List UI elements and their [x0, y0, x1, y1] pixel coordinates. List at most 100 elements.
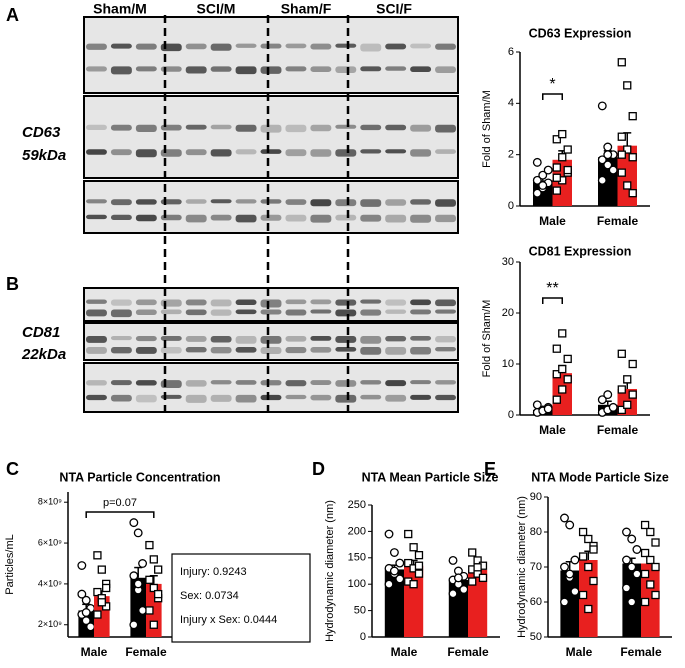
blot-band	[185, 394, 207, 403]
chart-title: NTA Mode Particle Size	[531, 470, 669, 484]
blot-band	[235, 66, 257, 75]
data-point	[617, 132, 626, 141]
blot-band	[235, 309, 257, 315]
y-tick-label: 200	[348, 525, 366, 537]
blot-band	[260, 299, 282, 308]
data-point	[617, 168, 626, 177]
blot-band	[335, 394, 357, 403]
blot-band	[86, 214, 107, 220]
y-tick-label: 4×10⁹	[38, 578, 62, 588]
blot-band	[260, 394, 282, 401]
blot-band	[285, 309, 307, 316]
y-tick-label: 90	[530, 491, 542, 503]
data-point	[552, 370, 561, 379]
data-point	[570, 555, 580, 565]
data-point	[617, 150, 626, 159]
y-tick-label: 6×10⁹	[38, 537, 62, 547]
data-point	[640, 569, 650, 579]
blot-band	[110, 380, 132, 386]
data-point	[563, 375, 572, 384]
data-point	[597, 155, 607, 165]
data-point	[129, 518, 139, 528]
blot-band	[110, 335, 132, 341]
blot-band	[310, 43, 332, 50]
blot-band	[235, 347, 257, 353]
data-point	[597, 175, 607, 185]
blot-band	[435, 66, 456, 73]
blot-band	[385, 347, 407, 355]
data-point	[149, 620, 158, 629]
data-point	[622, 527, 631, 537]
significance-bracket	[542, 93, 563, 100]
blot-band	[135, 380, 157, 386]
blot-strip	[83, 95, 459, 179]
blot-band	[310, 214, 332, 223]
significance-bracket	[85, 511, 155, 518]
panel-label: C	[6, 459, 19, 479]
blot-band	[210, 309, 232, 316]
blot-band	[410, 43, 432, 49]
blot-band	[285, 149, 307, 157]
blot-band	[185, 199, 207, 204]
y-axis-label: Fold of Sham/M	[481, 90, 493, 168]
panel-label: B	[6, 274, 19, 294]
y-tick-label: 2×10⁹	[38, 619, 62, 629]
y-tick-label: 6	[508, 46, 514, 58]
data-point	[149, 555, 158, 564]
data-point	[563, 165, 572, 175]
blot-band	[285, 299, 307, 305]
data-point	[97, 565, 106, 574]
group-label: SCI/M	[197, 1, 236, 17]
blot-band	[185, 335, 207, 342]
bar	[468, 569, 488, 637]
blot-band	[310, 380, 332, 386]
blot-band	[360, 309, 382, 316]
blot-band	[185, 43, 207, 50]
data-point	[404, 529, 413, 539]
blot-band	[335, 43, 357, 48]
blot-band	[435, 299, 456, 307]
y-tick-label: 100	[348, 578, 366, 590]
blot-band	[260, 43, 282, 49]
blot-band	[285, 380, 307, 387]
data-point	[414, 561, 424, 570]
blot-band	[335, 309, 357, 317]
data-point	[538, 181, 548, 190]
blot-band	[210, 347, 232, 354]
blot-band	[435, 335, 456, 343]
blot-band	[435, 347, 456, 352]
blot-band	[235, 394, 257, 403]
bar	[641, 563, 660, 637]
blot-band	[135, 43, 157, 50]
data-point	[414, 569, 424, 578]
y-tick-label: 50	[354, 605, 366, 617]
blot-band	[410, 66, 432, 73]
blot-band	[410, 299, 432, 306]
data-point	[560, 597, 569, 607]
x-tick-label: Male	[539, 214, 566, 228]
blot-band	[310, 347, 332, 353]
data-point	[538, 170, 548, 180]
data-point	[145, 575, 154, 584]
data-point	[627, 534, 637, 544]
y-tick-label: 0	[360, 631, 366, 643]
blot-band	[360, 66, 382, 72]
data-point	[389, 566, 399, 576]
blot-band	[385, 149, 407, 154]
blot-band	[385, 380, 407, 387]
blot-band	[135, 124, 157, 133]
blot-band	[185, 299, 207, 306]
blot-band	[86, 124, 107, 130]
blot-band	[110, 214, 132, 221]
blot-band	[410, 380, 432, 385]
blot-band	[210, 299, 232, 307]
data-point	[552, 135, 561, 144]
data-point	[543, 165, 553, 175]
data-point	[603, 150, 613, 160]
blot-band	[210, 380, 232, 385]
blot-band	[360, 214, 382, 222]
chart-title: NTA Particle Concentration	[59, 470, 220, 484]
blot-band	[435, 199, 456, 207]
blot-band	[110, 43, 132, 49]
data-point	[138, 559, 148, 568]
